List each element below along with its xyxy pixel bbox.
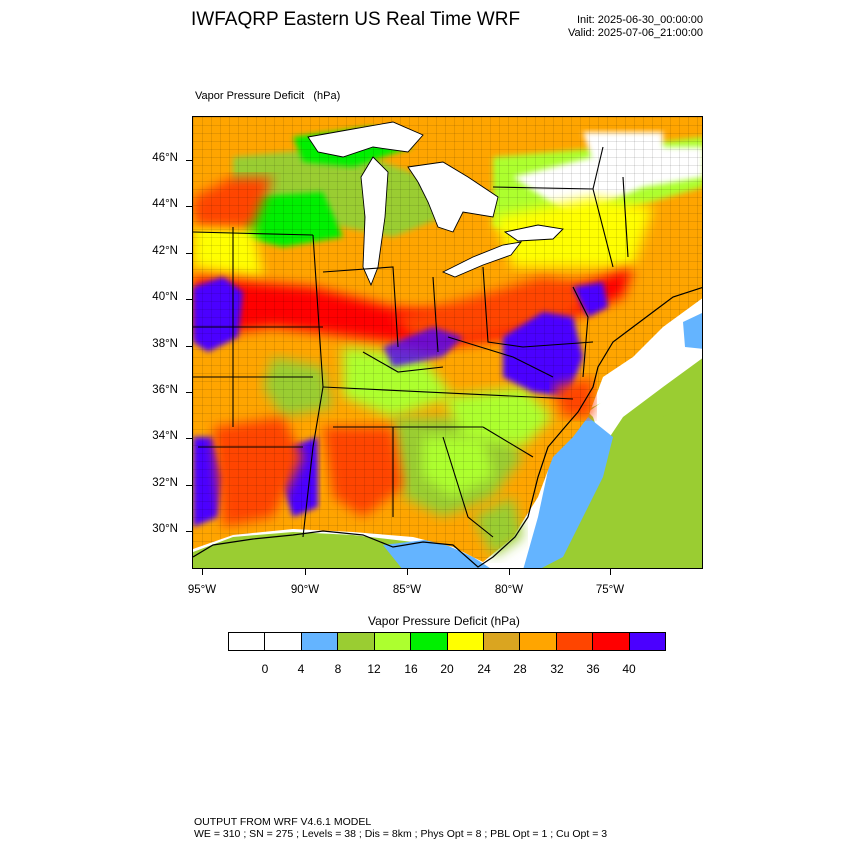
lon-tick bbox=[407, 569, 408, 575]
vpd-map-panel bbox=[192, 116, 703, 569]
lat-tick bbox=[186, 438, 192, 439]
valid-time: Valid: 2025-07-06_21:00:00 bbox=[568, 27, 703, 39]
lat-label: 42°N bbox=[152, 245, 178, 257]
lon-label: 80°W bbox=[494, 584, 524, 596]
lon-tick bbox=[202, 569, 203, 575]
colorbar-swatch bbox=[301, 633, 339, 650]
colorbar-label: 36 bbox=[586, 662, 600, 676]
lat-tick bbox=[186, 392, 192, 393]
colorbar-swatch bbox=[556, 633, 594, 650]
colorbar-swatch bbox=[629, 633, 666, 650]
colorbar-swatch bbox=[520, 633, 557, 650]
map-title: IWFAQRP Eastern US Real Time WRF bbox=[191, 9, 521, 30]
model-info-line1: OUTPUT FROM WRF V4.6.1 MODEL bbox=[194, 816, 372, 828]
lat-label: 30°N bbox=[152, 523, 178, 535]
field-label: Vapor Pressure Deficit (hPa) bbox=[195, 90, 341, 102]
init-time: Init: 2025-06-30_00:00:00 bbox=[577, 14, 703, 26]
colorbar-label: 4 bbox=[297, 662, 305, 676]
lat-tick bbox=[186, 346, 192, 347]
lat-label: 36°N bbox=[152, 384, 178, 396]
lat-tick bbox=[186, 531, 192, 532]
lat-tick bbox=[186, 485, 192, 486]
lat-label: 46°N bbox=[152, 152, 178, 164]
lat-tick bbox=[186, 253, 192, 254]
lat-tick bbox=[186, 206, 192, 207]
lat-label: 40°N bbox=[152, 291, 178, 303]
colorbar-swatch bbox=[447, 633, 484, 650]
lat-label: 32°N bbox=[152, 477, 178, 489]
lat-tick bbox=[186, 299, 192, 300]
colorbar-label: 20 bbox=[440, 662, 454, 676]
colorbar-label: 8 bbox=[334, 662, 342, 676]
colorbar-swatch bbox=[229, 633, 266, 650]
lon-label: 85°W bbox=[392, 584, 422, 596]
colorbar-swatch bbox=[374, 633, 412, 650]
lat-label: 44°N bbox=[152, 198, 178, 210]
lon-tick bbox=[610, 569, 611, 575]
lon-label: 90°W bbox=[290, 584, 320, 596]
model-info-line2: WE = 310 ; SN = 275 ; Levels = 38 ; Dis … bbox=[194, 828, 608, 840]
lon-label: 75°W bbox=[595, 584, 625, 596]
colorbar-swatch bbox=[411, 633, 448, 650]
colorbar bbox=[228, 632, 666, 651]
colorbar-swatch bbox=[265, 633, 302, 650]
colorbar-label: 0 bbox=[261, 662, 269, 676]
colorbar-label: 40 bbox=[622, 662, 636, 676]
lon-label: 95°W bbox=[187, 584, 217, 596]
colorbar-swatch bbox=[483, 633, 521, 650]
colorbar-swatch bbox=[593, 633, 630, 650]
colorbar-title: Vapor Pressure Deficit (hPa) bbox=[368, 614, 520, 628]
colorbar-label: 12 bbox=[367, 662, 381, 676]
lat-label: 34°N bbox=[152, 430, 178, 442]
colorbar-swatch bbox=[338, 633, 375, 650]
lat-tick bbox=[186, 160, 192, 161]
colorbar-label: 32 bbox=[550, 662, 564, 676]
colorbar-label: 16 bbox=[404, 662, 418, 676]
lat-label: 38°N bbox=[152, 338, 178, 350]
lon-tick bbox=[305, 569, 306, 575]
colorbar-label: 24 bbox=[477, 662, 491, 676]
colorbar-label: 28 bbox=[513, 662, 527, 676]
vpd-map-image bbox=[193, 117, 702, 568]
lon-tick bbox=[509, 569, 510, 575]
